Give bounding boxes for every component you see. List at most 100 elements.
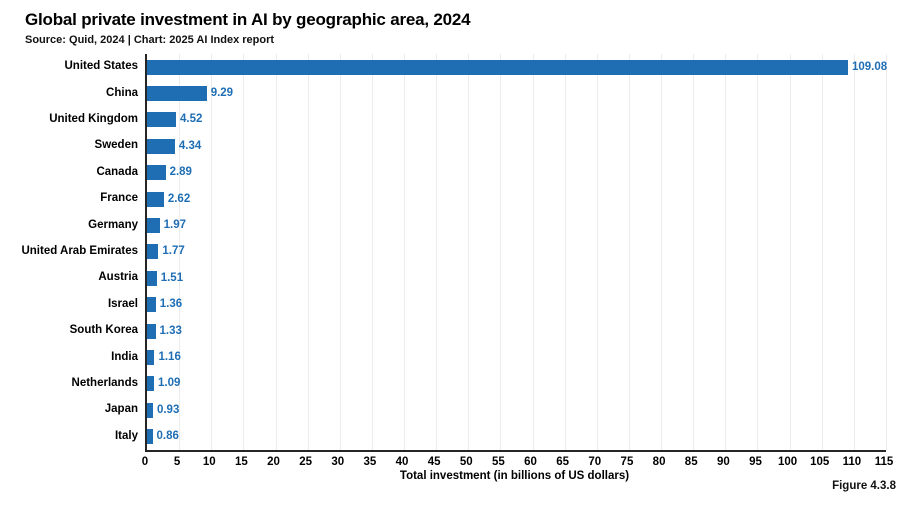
x-tick-label: 75 [620, 456, 634, 468]
value-label: 2.89 [169, 166, 192, 179]
gridline [596, 54, 598, 450]
bar-row: 1.09 [147, 371, 886, 397]
bar-row: 109.08 [147, 54, 888, 80]
category-label: Germany [88, 218, 138, 231]
gridline [725, 54, 727, 450]
gridline [821, 54, 823, 450]
x-tick-label: 60 [524, 456, 537, 468]
value-label: 2.62 [167, 192, 191, 205]
bar [147, 350, 155, 366]
x-tick-label: 90 [716, 456, 730, 468]
gridline [371, 54, 373, 450]
gridline [404, 54, 406, 450]
category-label: China [106, 86, 138, 99]
category-label: Japan [104, 403, 138, 416]
gridline [339, 54, 341, 450]
category-label: United States [64, 60, 139, 73]
category-label: France [100, 192, 138, 205]
gridline [211, 54, 213, 450]
bar [147, 270, 157, 286]
value-label: 9.29 [210, 87, 234, 100]
value-label: 1.36 [159, 298, 183, 311]
bar [147, 191, 164, 207]
category-label: United Arab Emirates [21, 245, 138, 257]
bar [147, 138, 175, 154]
x-tick-label: 85 [684, 456, 698, 468]
gridline [564, 54, 566, 450]
bar-row: 1.51 [147, 265, 886, 291]
chart-title: Global private investment in AI by geogr… [25, 10, 471, 29]
value-label: 1.09 [158, 377, 181, 390]
bar-row: 0.86 [147, 424, 886, 450]
gridline [757, 54, 759, 450]
x-tick-label: 40 [395, 456, 409, 468]
value-label: 109.08 [851, 60, 888, 73]
bar-row: 4.52 [147, 107, 886, 133]
x-tick-label: 55 [492, 456, 505, 468]
x-tick-label: 25 [299, 456, 313, 468]
bar [147, 218, 160, 234]
bar-row: 2.62 [147, 186, 886, 212]
value-label: 4.52 [180, 113, 203, 126]
bar [147, 112, 177, 128]
category-label: Canada [96, 165, 138, 178]
gridline [853, 54, 855, 450]
value-label: 1.33 [159, 324, 182, 337]
x-tick-label: 45 [427, 456, 441, 468]
gridline [886, 54, 887, 450]
x-tick-label: 65 [556, 456, 570, 468]
gridline [179, 54, 181, 450]
bar [147, 86, 207, 102]
plot-area: 109.08 9.29 4.52 4.34 2.89 2.62 1.97 1.77 1.51 1.… [145, 54, 888, 452]
gridline [275, 54, 277, 450]
x-axis-title: Total investment (in billions of US doll… [399, 470, 630, 482]
gridline [661, 54, 663, 450]
value-label: 1.97 [163, 219, 187, 232]
x-tick-label: 115 [874, 456, 894, 468]
x-tick-label: 100 [778, 456, 798, 468]
category-label: United Kingdom [49, 113, 138, 125]
x-tick-label: 105 [810, 456, 830, 468]
value-label: 1.16 [158, 351, 181, 364]
category-label: Italy [114, 429, 138, 442]
bar [147, 376, 154, 392]
bar [147, 402, 153, 418]
bar-row: 1.36 [147, 292, 886, 318]
gridline [500, 54, 502, 450]
bar-row: 4.34 [147, 133, 886, 159]
bar-row: 1.16 [147, 344, 886, 370]
category-label: Austria [98, 271, 138, 284]
x-tick-label: 80 [652, 456, 666, 468]
bar [147, 323, 156, 339]
bar [147, 297, 156, 313]
x-tick-label: 20 [267, 456, 280, 468]
bar [147, 429, 153, 445]
category-label: Israel [107, 297, 138, 310]
category-label: Sweden [94, 139, 138, 152]
x-tick-label: 15 [234, 456, 248, 468]
category-label: Netherlands [71, 377, 138, 389]
gridline [243, 54, 245, 450]
value-label: 1.51 [160, 271, 184, 284]
gridline [436, 54, 438, 450]
gridline [532, 54, 534, 450]
x-tick-label: 70 [588, 456, 602, 468]
gridline [789, 54, 791, 450]
bar-row: 0.93 [147, 397, 886, 423]
chart-subtitle: Source: Quid, 2024 | Chart: 2025 AI Inde… [25, 34, 275, 46]
value-label: 1.77 [162, 245, 185, 258]
x-tick-label: 5 [173, 456, 181, 468]
x-tick-label: 95 [749, 456, 762, 468]
gridline [693, 54, 695, 450]
x-tick-label: 35 [363, 456, 377, 468]
gridline [628, 54, 630, 450]
x-tick-label: 50 [459, 456, 473, 468]
x-tick-label: 110 [842, 456, 862, 468]
category-label: India [111, 350, 138, 363]
gridline [307, 54, 309, 450]
bar-row: 1.97 [147, 212, 886, 238]
value-label: 0.93 [156, 403, 180, 416]
x-tick-label: 10 [202, 456, 216, 468]
bar-row: 9.29 [147, 80, 886, 106]
